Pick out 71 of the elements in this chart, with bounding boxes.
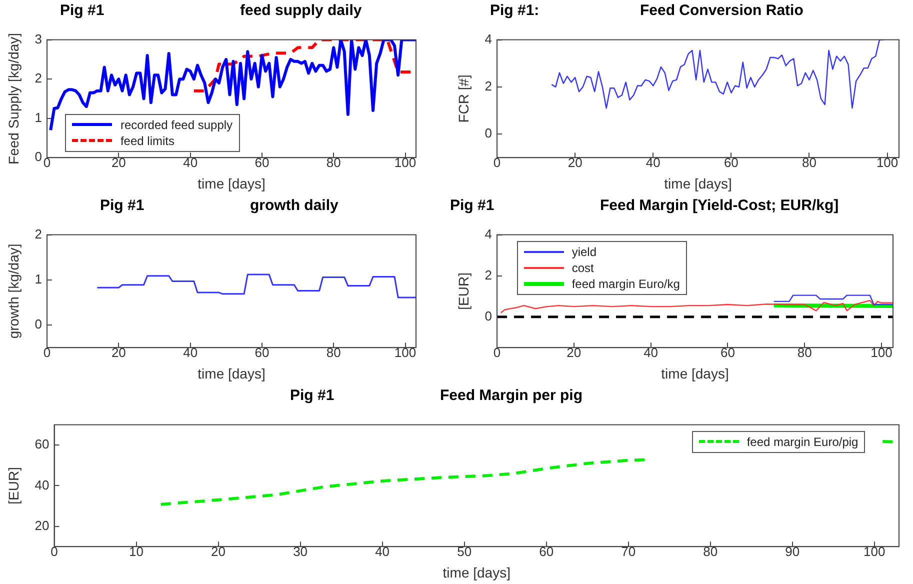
legend-label: recorded feed supply [120,118,233,132]
x-tick-label: 60 [254,344,270,360]
x-tick-label: 80 [326,154,341,170]
chart-subtitle: Feed Margin per pig [440,387,583,406]
x-tick-label: 80 [802,154,816,170]
y-axis-title: [EUR] [5,467,22,504]
y-tick-label: 60 [34,436,50,452]
x-tick-label: 100 [870,344,892,360]
y-tick-label: 2 [484,78,492,94]
x-tick-label: 100 [876,154,898,170]
x-tick-label: 20 [111,344,126,360]
x-tick-label: 20 [566,344,582,360]
x-tick-label: 100 [864,544,886,559]
x-axis-title: time [days] [664,175,732,192]
y-axis-title: FCR [#] [455,74,472,123]
x-tick-label: 80 [797,344,812,360]
x-axis-title: time [days] [198,175,266,192]
x-tick-label: 20 [568,154,582,170]
legend-label: feed margin Euro/pig [746,434,858,449]
chart-subtitle: growth daily [250,197,338,216]
x-tick-label: 60 [720,344,735,360]
x-tick-label: 60 [539,544,554,559]
y-tick-label: 2 [34,226,42,242]
x-axis-title: time [days] [661,365,729,382]
y-tick-label: 40 [34,477,50,492]
x-tick-label: 100 [394,344,416,360]
x-tick-label: 50 [457,544,472,559]
y-tick-label: 0 [34,316,42,332]
chart-title: Pig #1 [60,2,104,21]
y-tick-label: 3 [34,31,42,46]
x-tick-label: 40 [375,544,390,559]
legend-label: cost [572,260,594,275]
y-axis-title: Feed Supply [kg/day] [5,32,22,164]
x-tick-label: 40 [646,154,660,170]
y-tick-label: 1 [34,272,42,286]
y-tick-label: 20 [34,518,50,533]
chart-title: Pig #1 [450,197,494,216]
x-tick-label: 20 [211,544,226,559]
x-tick-label: 90 [785,544,800,559]
legend-label: yield [572,244,597,259]
x-tick-label: 60 [254,154,270,170]
x-axis-title: time [days] [442,564,510,580]
y-tick-label: 4 [484,226,492,242]
legend-label: feed limits [120,134,174,148]
y-tick-label: 0 [484,126,492,141]
chart-title: Pig #1 [100,197,144,216]
chart-title: Pig #1 [290,387,334,406]
x-tick-label: 100 [394,154,416,170]
y-tick-label: 4 [484,31,492,46]
x-tick-label: 20 [111,154,126,170]
chart-subtitle: feed supply daily [240,2,362,21]
legend-label: feed margin Euro/kg [572,276,680,291]
y-tick-label: 0 [484,308,492,324]
y-axis-title: [EUR] [455,272,472,310]
chart-title: Pig #1: [490,2,540,21]
y-tick-label: 1 [34,110,42,125]
y-tick-label: 2 [484,267,492,282]
x-tick-label: 10 [129,544,144,559]
x-tick-label: 40 [644,344,658,360]
y-axis-title: growth [kg/day] [5,244,22,339]
y-tick-label: 2 [34,70,42,86]
x-tick-label: 80 [326,344,341,360]
x-tick-label: 60 [724,154,738,170]
chart-subtitle: Feed Conversion Ratio [640,2,804,21]
chart-subtitle: Feed Margin [Yield-Cost; EUR/kg] [600,197,839,216]
x-axis-title: time [days] [198,365,266,382]
x-tick-label: 80 [703,544,718,559]
x-tick-label: 40 [183,154,198,170]
x-tick-label: 70 [621,544,636,559]
x-tick-label: 40 [183,344,198,360]
x-tick-label: 30 [293,544,308,559]
